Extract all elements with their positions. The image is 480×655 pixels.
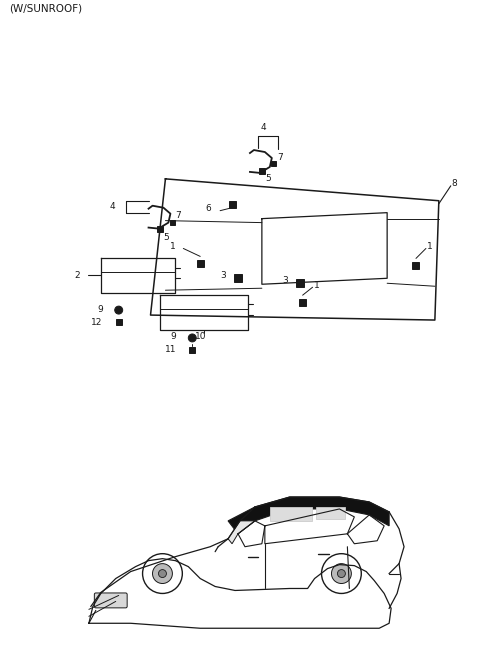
Text: 5: 5 [164,233,169,242]
Text: 7: 7 [277,153,283,162]
Circle shape [322,553,361,593]
Text: (W/SUNROOF): (W/SUNROOF) [9,4,83,14]
Bar [157,225,164,232]
Bar [271,162,276,166]
Polygon shape [228,521,255,544]
Bar [197,260,204,267]
Text: 2: 2 [74,271,80,280]
Text: 9: 9 [97,305,103,314]
Bar [234,274,242,282]
Bar [116,319,122,325]
Circle shape [115,306,123,314]
Text: 1: 1 [427,242,432,251]
Text: 9: 9 [170,333,176,341]
Bar [189,347,195,353]
Text: 4: 4 [110,202,116,211]
Bar [412,262,420,269]
Text: 3: 3 [282,276,288,285]
Circle shape [143,553,182,593]
Text: 12: 12 [91,318,103,327]
Bar [296,279,304,288]
Polygon shape [228,497,389,534]
Circle shape [188,334,196,342]
Bar [270,507,312,521]
Text: 8: 8 [452,179,457,189]
Text: 10: 10 [194,333,206,341]
Text: 5: 5 [265,174,271,183]
Text: 7: 7 [175,211,181,220]
FancyBboxPatch shape [95,593,127,608]
Bar [170,220,175,225]
Bar [228,201,236,208]
Bar [315,507,346,519]
Circle shape [153,563,172,584]
Text: 3: 3 [220,271,226,280]
Circle shape [337,570,346,578]
Text: 1: 1 [313,281,319,290]
Text: 4: 4 [261,122,266,132]
Circle shape [332,563,351,584]
Text: 6: 6 [205,204,211,213]
Circle shape [158,570,167,578]
Bar [259,168,265,174]
Bar [299,299,306,306]
Text: 11: 11 [165,345,176,354]
Text: 1: 1 [170,242,176,251]
